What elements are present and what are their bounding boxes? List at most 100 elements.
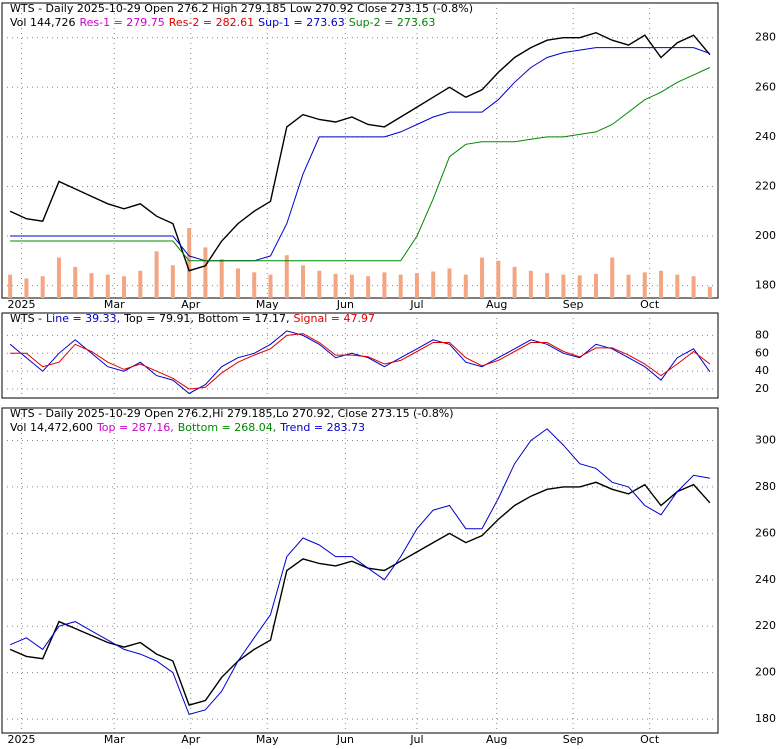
volume-bar — [301, 265, 306, 298]
series-line — [10, 333, 711, 390]
y-tick-label: 20 — [755, 382, 769, 395]
y-tick-label: 280 — [755, 480, 776, 493]
x-tick-label: Oct — [640, 298, 660, 311]
volume-bar — [366, 276, 371, 298]
header-text: Trend = 283.73 — [279, 421, 365, 434]
volume-bar — [414, 273, 419, 298]
x-tick-label: 2025 — [8, 298, 36, 311]
volume-bar — [235, 268, 240, 298]
x-tick-label: Sep — [563, 733, 584, 745]
volume-bar — [431, 271, 436, 298]
y-tick-label: 80 — [755, 328, 769, 341]
volume-bar — [593, 273, 598, 298]
y-tick-label: 60 — [755, 346, 769, 359]
header-text: Bottom = 268.04, — [178, 421, 277, 434]
volume-bar — [577, 275, 582, 298]
y-tick-label: 260 — [755, 80, 776, 93]
y-tick-label: 240 — [755, 130, 776, 143]
volume-bar — [138, 270, 143, 298]
volume-bar — [284, 255, 289, 298]
y-tick-label: 180 — [755, 712, 776, 725]
x-tick-label: Aug — [486, 298, 507, 311]
y-tick-label: 260 — [755, 526, 776, 539]
x-tick-label: Jul — [409, 733, 423, 745]
volume-bar — [56, 257, 61, 298]
x-tick-label: Sep — [563, 298, 584, 311]
header-text: WTS - Daily 2025-10-29 Open 276.2,Hi 279… — [10, 407, 454, 420]
header-text: Sup-2 = 273.63 — [349, 16, 436, 29]
volume-bar — [398, 274, 403, 298]
volume-bar — [545, 273, 550, 298]
y-tick-label: 200 — [755, 229, 776, 242]
y-tick-label: 40 — [755, 364, 769, 377]
header-text: Top = 79.91, — [123, 312, 194, 325]
header-text: Top = 287.16, — [96, 421, 174, 434]
volume-bar — [105, 274, 110, 298]
volume-bar — [187, 228, 192, 298]
volume-bar — [610, 257, 615, 298]
volume-bar — [73, 266, 78, 298]
x-tick-label: Apr — [181, 733, 201, 745]
y-tick-label: 300 — [755, 434, 776, 447]
series-line — [10, 67, 711, 262]
panel — [1, 407, 719, 734]
volume-bar — [170, 265, 175, 298]
series-line — [9, 428, 710, 716]
x-tick-label: May — [256, 298, 279, 311]
volume-bar — [268, 274, 273, 298]
volume-bar — [122, 276, 127, 298]
header-text: Line = 39.33, — [46, 312, 120, 325]
series-line — [9, 481, 711, 706]
header-text: Res-1 = 279.75 — [79, 16, 164, 29]
volume-bar — [349, 274, 354, 298]
x-tick-label: Jun — [336, 733, 354, 745]
volume-bar — [8, 274, 13, 298]
volume-bar — [219, 259, 224, 298]
header-text: WTS - Daily 2025-10-29 Open 276.2 High 2… — [10, 2, 473, 15]
volume-bar — [447, 268, 452, 298]
volume-bar — [154, 251, 159, 298]
volume-bar — [707, 286, 712, 298]
y-tick-label: 240 — [755, 573, 776, 586]
volume-bar — [463, 274, 468, 298]
y-tick-label: 280 — [755, 31, 776, 44]
header-text: Vol 144,726 — [10, 16, 75, 29]
x-tick-label: Aug — [486, 733, 507, 745]
x-tick-label: Jul — [409, 298, 423, 311]
volume-bar — [317, 270, 322, 298]
volume-bar — [24, 278, 29, 298]
volume-bar — [333, 273, 338, 298]
panel — [1, 2, 719, 299]
volume-bar — [528, 270, 533, 298]
volume-bar — [40, 276, 45, 298]
y-tick-label: 220 — [755, 179, 776, 192]
volume-bar — [480, 257, 485, 298]
volume-bar — [89, 273, 94, 298]
volume-bar — [382, 272, 387, 298]
x-tick-label: 2025 — [8, 733, 36, 745]
header-text: Res-2 = 282.61 — [169, 16, 254, 29]
x-tick-label: May — [256, 733, 279, 745]
volume-bar — [512, 266, 517, 298]
volume-bar — [659, 270, 664, 298]
x-tick-label: Apr — [181, 298, 201, 311]
x-tick-label: Jun — [336, 298, 354, 311]
volume-bar — [252, 272, 257, 298]
y-tick-label: 180 — [755, 279, 776, 292]
volume-bar — [561, 274, 566, 298]
header-text: Vol 14,472,600 — [10, 421, 93, 434]
header-text: WTS - — [10, 312, 42, 325]
volume-bar — [691, 276, 696, 298]
y-tick-label: 220 — [755, 619, 776, 632]
header-text: Sup-1 = 273.63 — [258, 16, 345, 29]
volume-bar — [626, 274, 631, 298]
volume-bar — [203, 247, 208, 298]
series-line — [9, 31, 711, 272]
y-tick-label: 200 — [755, 666, 776, 679]
header-text: Bottom = 17.17, — [198, 312, 290, 325]
volume-bar — [496, 260, 501, 298]
x-tick-label: Mar — [104, 733, 125, 745]
x-tick-label: Oct — [640, 733, 660, 745]
volume-bar — [642, 272, 647, 298]
